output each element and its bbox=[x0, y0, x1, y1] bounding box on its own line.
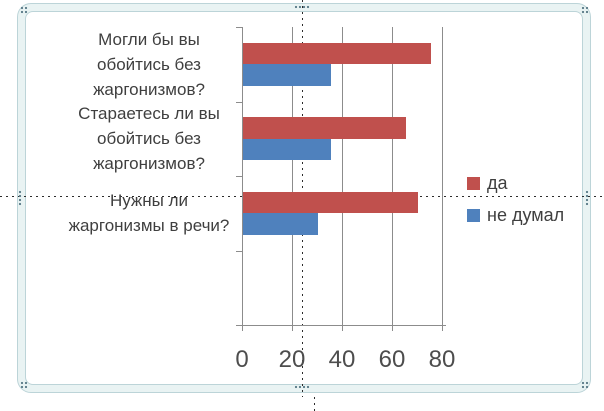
legend-label-не думал: не думал bbox=[487, 205, 565, 225]
bar-не думал-0[interactable] bbox=[243, 64, 331, 86]
value-axis-line[interactable] bbox=[236, 325, 446, 326]
gridline-20 bbox=[292, 27, 293, 325]
x-axis-label-80[interactable]: 80 bbox=[428, 346, 456, 373]
bar-да-2[interactable] bbox=[243, 191, 418, 214]
x-axis-label-40[interactable]: 40 bbox=[328, 346, 356, 373]
resize-handle-top-left[interactable] bbox=[20, 6, 28, 14]
resize-handle-top[interactable] bbox=[294, 5, 310, 9]
gridline-80 bbox=[442, 27, 443, 325]
guide-vertical-short[interactable] bbox=[314, 397, 315, 411]
category-label-0[interactable]: Могли бы вы обойтись без жаргонизмов? bbox=[93, 29, 205, 99]
legend-label-да: да bbox=[487, 173, 508, 193]
gridline-40 bbox=[342, 27, 343, 325]
x-axis-tick-60 bbox=[392, 325, 393, 331]
resize-handle-right[interactable] bbox=[585, 190, 589, 206]
category-axis-tick-3 bbox=[236, 250, 242, 252]
x-axis-label-0[interactable]: 0 bbox=[235, 346, 249, 373]
x-axis-label-20[interactable]: 20 bbox=[278, 346, 306, 373]
resize-handle-bottom-right[interactable] bbox=[581, 381, 589, 389]
category-axis-line[interactable] bbox=[242, 27, 243, 331]
bar-не думал-1[interactable] bbox=[243, 138, 331, 161]
category-axis-tick-1 bbox=[236, 101, 242, 103]
gridline-60 bbox=[392, 27, 393, 325]
resize-handle-bottom-left[interactable] bbox=[20, 381, 28, 389]
x-axis-label-60[interactable]: 60 bbox=[378, 346, 406, 373]
x-axis-tick-80 bbox=[442, 325, 443, 331]
category-axis-tick-0 bbox=[236, 27, 242, 28]
legend-item-не думал[interactable]: не думал bbox=[467, 205, 565, 225]
category-axis-tick-4 bbox=[236, 325, 242, 326]
resize-handle-top-right[interactable] bbox=[581, 6, 589, 14]
legend-item-да[interactable]: да bbox=[467, 173, 508, 193]
resize-handle-left[interactable] bbox=[18, 190, 22, 206]
x-axis-tick-20 bbox=[292, 325, 293, 331]
category-label-1[interactable]: Стараетесь ли вы обойтись без жаргонизмов? bbox=[78, 104, 220, 174]
resize-handle-bottom[interactable] bbox=[294, 385, 310, 389]
x-axis-tick-40 bbox=[342, 325, 343, 331]
category-label-2[interactable]: Нужны ли жаргонизмы в речи? bbox=[68, 191, 230, 236]
bar-да-1[interactable] bbox=[243, 117, 406, 139]
legend-swatch-не думал bbox=[467, 208, 480, 222]
legend-swatch-да bbox=[467, 176, 480, 190]
bar-не думал-2[interactable] bbox=[243, 213, 318, 235]
category-axis-tick-2 bbox=[236, 176, 242, 177]
bar-да-0[interactable] bbox=[243, 42, 431, 65]
